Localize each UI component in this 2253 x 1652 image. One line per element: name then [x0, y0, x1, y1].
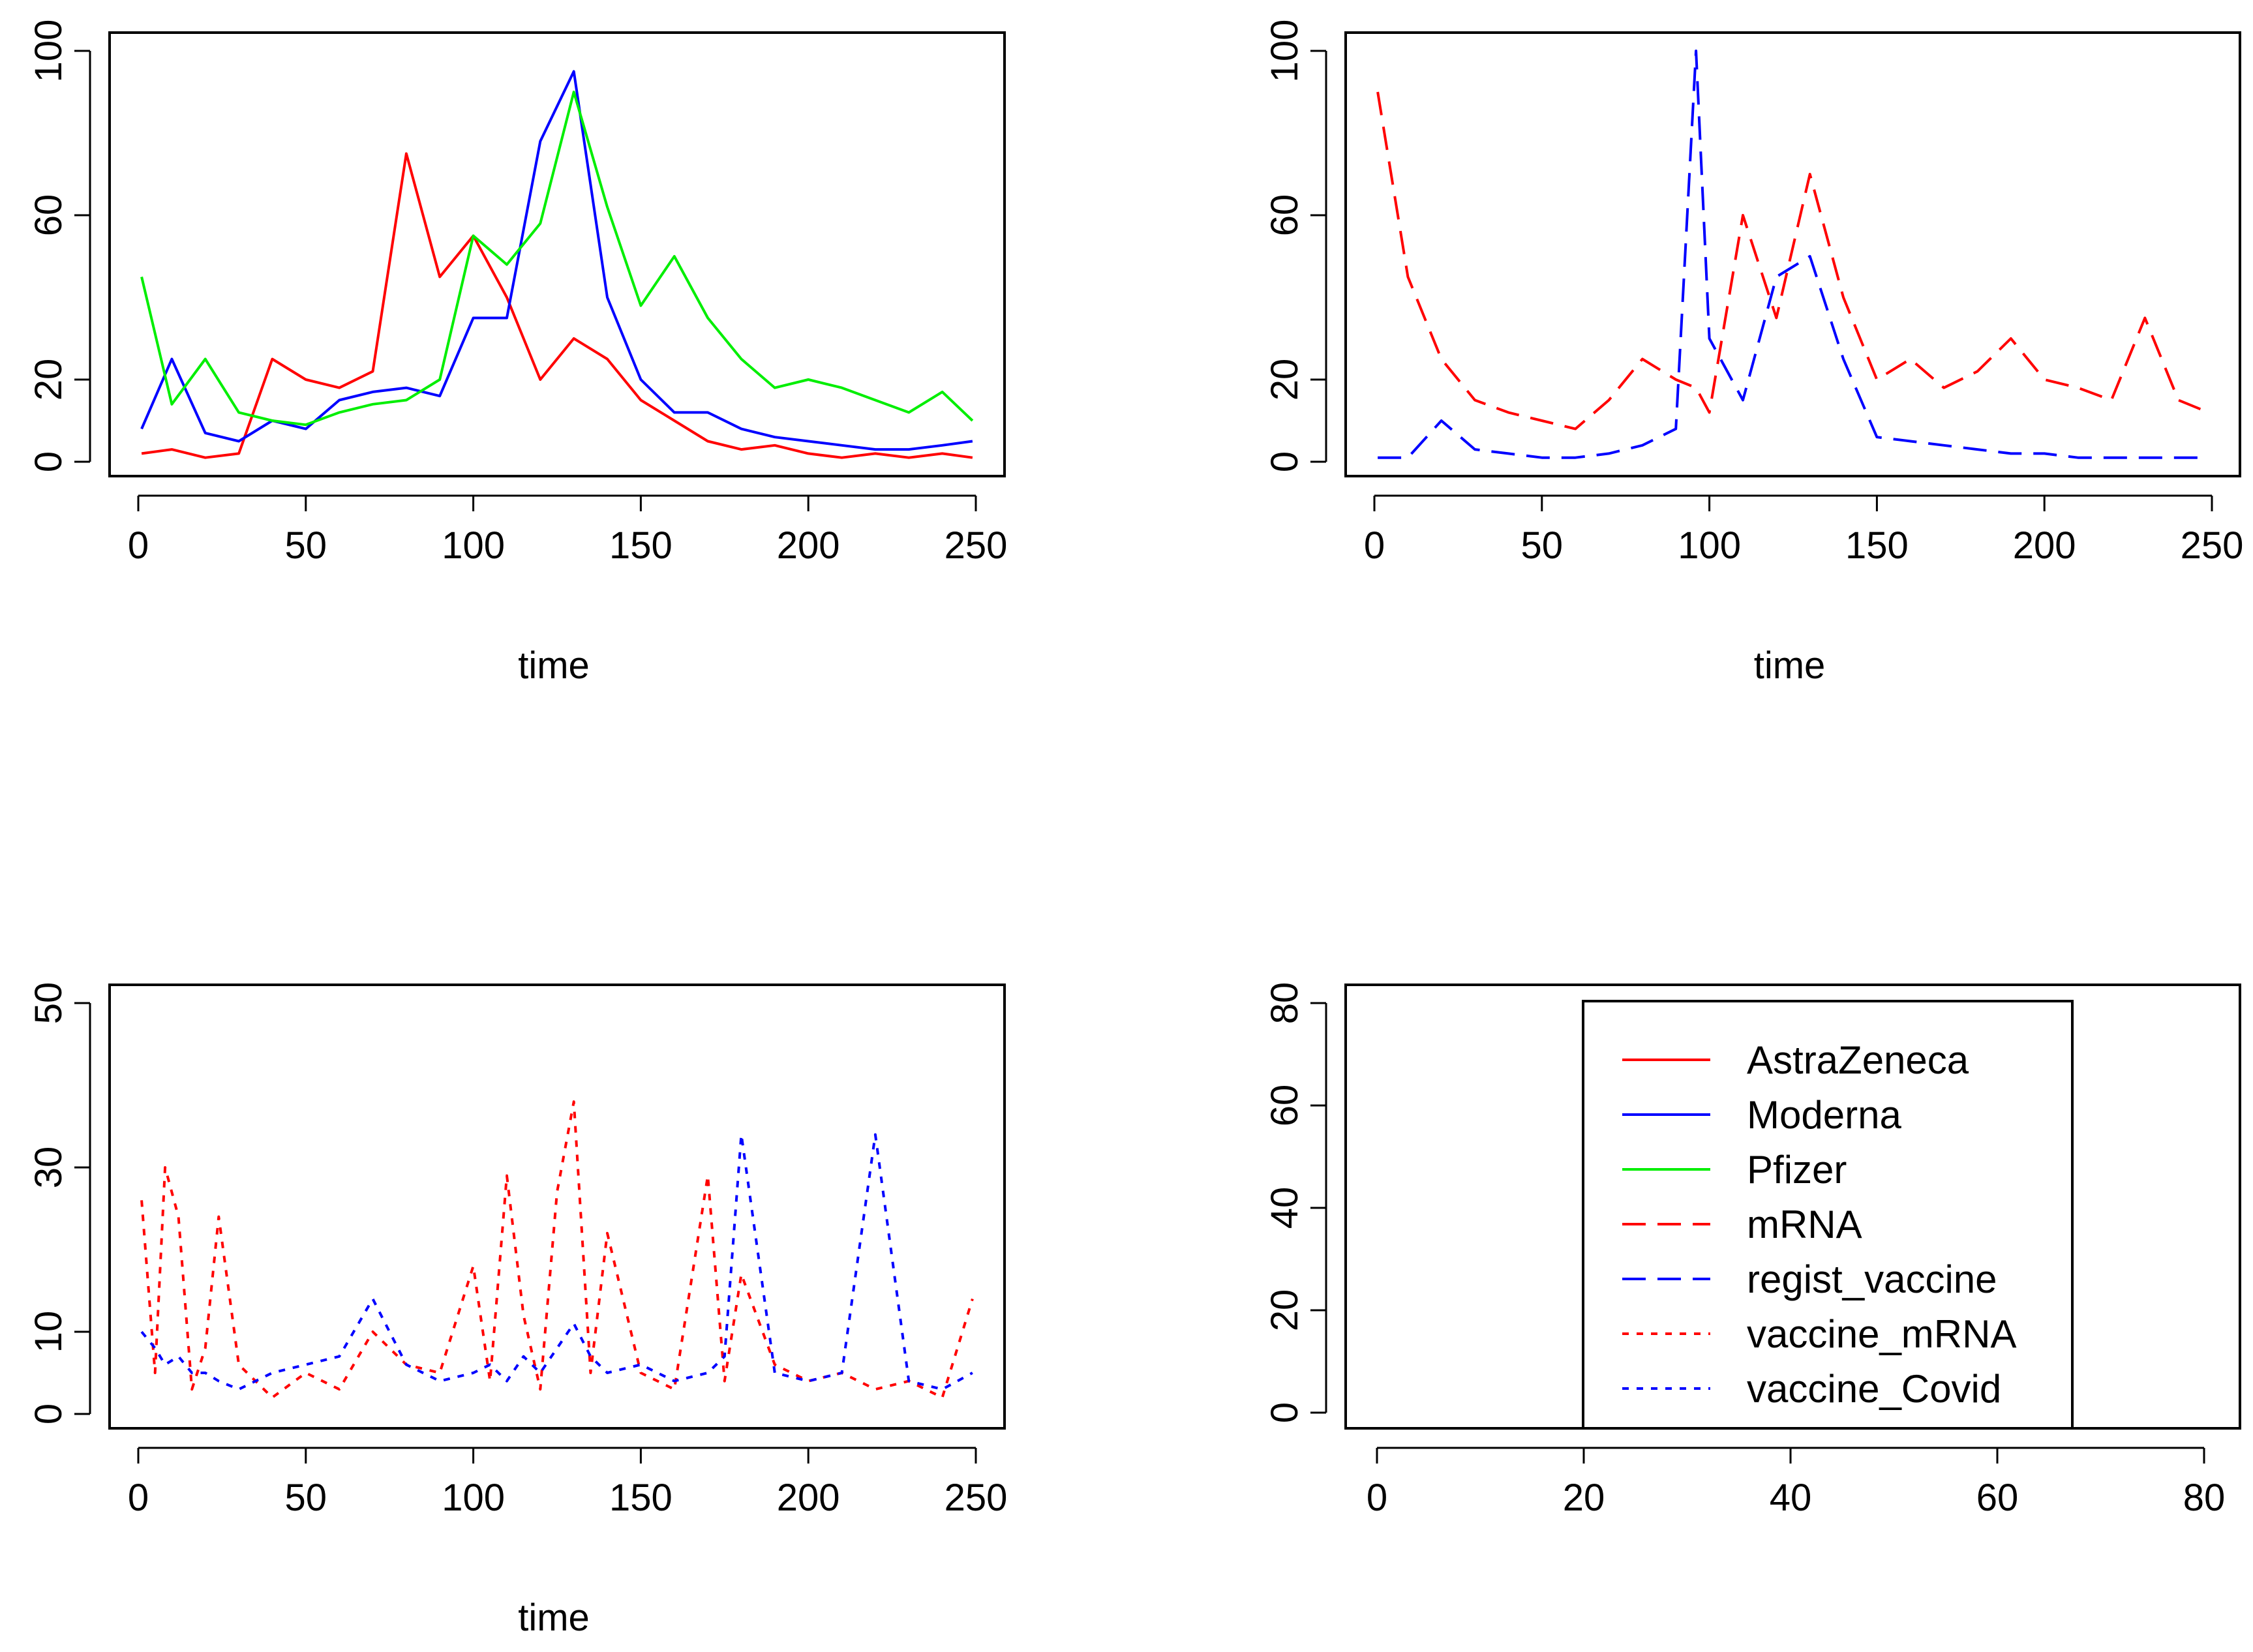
y-tick-label: 30 — [27, 1147, 70, 1189]
legend-label-AstraZeneca: AstraZeneca — [1747, 1038, 1969, 1082]
x-axis-title: time — [518, 644, 590, 687]
y-tick-label: 50 — [27, 982, 70, 1025]
legend: AstraZeneca Moderna Pfizer mRNA regist_vacci… — [1582, 1000, 2074, 1430]
plot-frame — [1344, 31, 2241, 477]
y-tick-label: 0 — [27, 451, 70, 472]
panel-top-left: 0 50 100 150 200 250 0 20 60 100 time — [27, 20, 1007, 687]
x-tick-label: 250 — [945, 524, 1008, 567]
x-tick-label: 200 — [2013, 524, 2076, 567]
y-tick-label: 60 — [1263, 1085, 1306, 1127]
legend-label-mRNA: mRNA — [1747, 1203, 1862, 1246]
x-axis-title: time — [518, 1597, 590, 1639]
x-tick-label: 150 — [609, 524, 673, 567]
y-tick-label: 100 — [1263, 20, 1306, 83]
y-tick-label: 0 — [1263, 451, 1306, 472]
series-line-Pfizer — [140, 91, 974, 427]
x-tick-label: 100 — [442, 1477, 505, 1519]
series-line-vaccine_Covid — [140, 1133, 973, 1391]
x-tick-label: 40 — [1770, 1477, 1812, 1519]
legend-label-vaccine_Covid: vaccine_Covid — [1747, 1367, 2001, 1411]
x-tick-label: 80 — [2183, 1477, 2226, 1519]
y-tick-label: 20 — [27, 359, 70, 401]
x-tick-label: 150 — [609, 1477, 673, 1519]
legend-label-vaccine_mRNA: vaccine_mRNA — [1747, 1312, 2016, 1356]
x-tick-label: 50 — [285, 1477, 327, 1519]
y-tick-label: 0 — [27, 1404, 70, 1424]
x-tick-label: 20 — [1563, 1477, 1605, 1519]
series-line-AstraZeneca — [141, 152, 973, 459]
legend-label-regist_vaccine: regist_vaccine — [1747, 1257, 1997, 1301]
x-tick-label: 0 — [1364, 524, 1385, 567]
panel-bottom-right: 0 20 40 60 80 0 20 40 60 80 AstraZeneca Moderna Pfiz… — [1263, 982, 2241, 1519]
x-tick-label: 200 — [777, 524, 840, 567]
y-tick-label: 100 — [27, 20, 70, 83]
legend-label-Moderna: Moderna — [1747, 1093, 1901, 1137]
x-tick-label: 250 — [2181, 524, 2244, 567]
y-tick-label: 60 — [27, 194, 70, 237]
x-tick-label: 0 — [128, 1477, 149, 1519]
x-tick-label: 0 — [128, 524, 149, 567]
y-tick-label: 40 — [1263, 1187, 1306, 1229]
x-tick-label: 100 — [1678, 524, 1741, 567]
series-line-mRNA — [1376, 91, 2209, 430]
x-tick-label: 50 — [1521, 524, 1564, 567]
plot-frame — [108, 984, 1006, 1430]
y-tick-label: 80 — [1263, 982, 1306, 1025]
y-tick-label: 20 — [1263, 359, 1306, 401]
y-tick-label: 0 — [1263, 1402, 1306, 1423]
x-tick-label: 150 — [1845, 524, 1909, 567]
x-tick-label: 0 — [1367, 1477, 1387, 1519]
y-tick-label: 60 — [1263, 194, 1306, 237]
y-tick-label: 20 — [1263, 1289, 1306, 1332]
x-tick-label: 50 — [285, 524, 327, 567]
panel-top-right: 0 50 100 150 200 250 0 20 60 100 time — [1263, 20, 2243, 687]
y-tick-label: 10 — [27, 1311, 70, 1353]
x-axis-title: time — [1754, 644, 1826, 687]
x-tick-label: 250 — [945, 1477, 1008, 1519]
legend-label-Pfizer: Pfizer — [1747, 1148, 1847, 1192]
x-tick-label: 200 — [777, 1477, 840, 1519]
x-tick-label: 100 — [442, 524, 505, 567]
panel-bottom-left: 0 50 100 150 200 250 0 10 30 50 time — [27, 982, 1007, 1639]
plot-frame — [108, 31, 1006, 477]
legend-box — [1582, 1000, 2074, 1430]
x-tick-label: 60 — [1976, 1477, 2019, 1519]
series-line-vaccine_mRNA — [140, 1100, 974, 1399]
